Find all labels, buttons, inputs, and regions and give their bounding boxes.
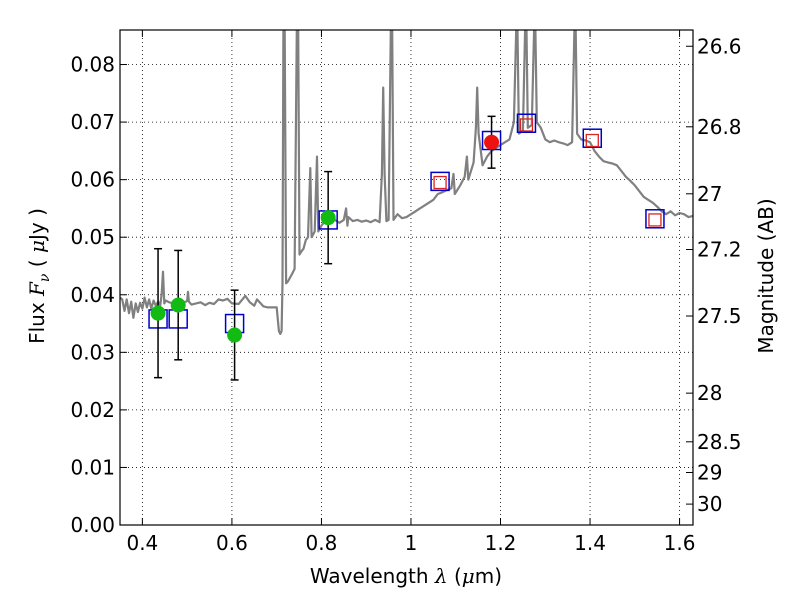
x-tick-label: 1.6	[664, 531, 696, 555]
mag-tick-label: 26.6	[697, 34, 742, 58]
marker-layer	[148, 113, 665, 381]
data-point	[484, 134, 500, 150]
y-axis-label-subscript: ν	[37, 273, 53, 282]
x-tick-label: 0.8	[306, 531, 338, 555]
x-tick-label: 1.2	[485, 531, 517, 555]
x-tick-label: 0.6	[216, 531, 248, 555]
mag-tick-label: 29	[697, 461, 722, 485]
model-point-square	[430, 171, 450, 192]
x-axis-label-symbol: λ	[434, 564, 448, 588]
x-axis-label-unit-mu: μ	[462, 564, 475, 588]
mag-tick-label: 27	[697, 182, 722, 206]
y-tick-label: 0.05	[70, 225, 115, 249]
measured-point-square	[585, 133, 599, 148]
model-point-square	[582, 128, 603, 148]
x-axis-label: Wavelength λ (μm)	[310, 564, 502, 588]
data-point	[320, 210, 336, 226]
y-axis-label-symbol: F	[25, 281, 49, 297]
y-axis-label-unit-mu: μ	[25, 240, 49, 253]
spectrum-line	[120, 30, 693, 335]
y-tick-label: 0.07	[70, 110, 115, 134]
y-tick-label: 0.06	[70, 168, 115, 192]
measured-point-square	[648, 213, 662, 227]
measured-point-square	[519, 118, 534, 132]
y-axis-label: Flux Fν ( μJy )	[25, 208, 53, 344]
y-tick-label: 0.03	[70, 340, 115, 364]
x-axis-label-prefix: Wavelength	[310, 564, 429, 588]
model-point-square	[645, 209, 665, 229]
y-tick-label: 0.02	[70, 398, 115, 422]
mag-tick-label: 26.8	[697, 115, 742, 139]
data-point	[170, 297, 186, 313]
y-axis-label-prefix: Flux	[25, 302, 49, 344]
y2-axis-label: Magnitude (AB)	[754, 198, 778, 353]
y-tick-label: 0.08	[70, 53, 115, 77]
y-axis-label-unit-rest: Jy )	[25, 208, 49, 242]
data-point	[150, 305, 166, 321]
model-point-square	[516, 113, 537, 133]
mag-tick-label: 27.2	[697, 238, 742, 262]
y-tick-label: 0.04	[70, 283, 115, 307]
ticks: 0.4 0.6 0.8 1 1.2 1.4 1.6 0.00 0.01 0.02 0.03 0.04 0…	[70, 30, 742, 555]
data-layer	[120, 30, 693, 335]
x-axis-label-unit-rest: m)	[475, 564, 502, 588]
mag-tick-label: 28	[697, 381, 722, 405]
data-point	[227, 327, 243, 343]
y-axis-label-unit-open: (	[25, 253, 49, 274]
grid	[120, 30, 693, 526]
x-tick-label: 1.4	[574, 531, 606, 555]
y-tick-label: 0.01	[70, 455, 115, 479]
plot-frame	[119, 29, 694, 526]
mag-tick-label: 30	[697, 492, 722, 516]
y-tick-label: 0.00	[70, 513, 115, 537]
mag-tick-label: 28.5	[697, 430, 742, 454]
mag-tick-label: 27.5	[697, 304, 742, 328]
x-tick-label: 1	[405, 531, 418, 555]
x-axis-label-unit-open: (	[448, 564, 462, 588]
measured-point-square	[433, 175, 447, 190]
x-tick-label: 0.4	[126, 531, 158, 555]
